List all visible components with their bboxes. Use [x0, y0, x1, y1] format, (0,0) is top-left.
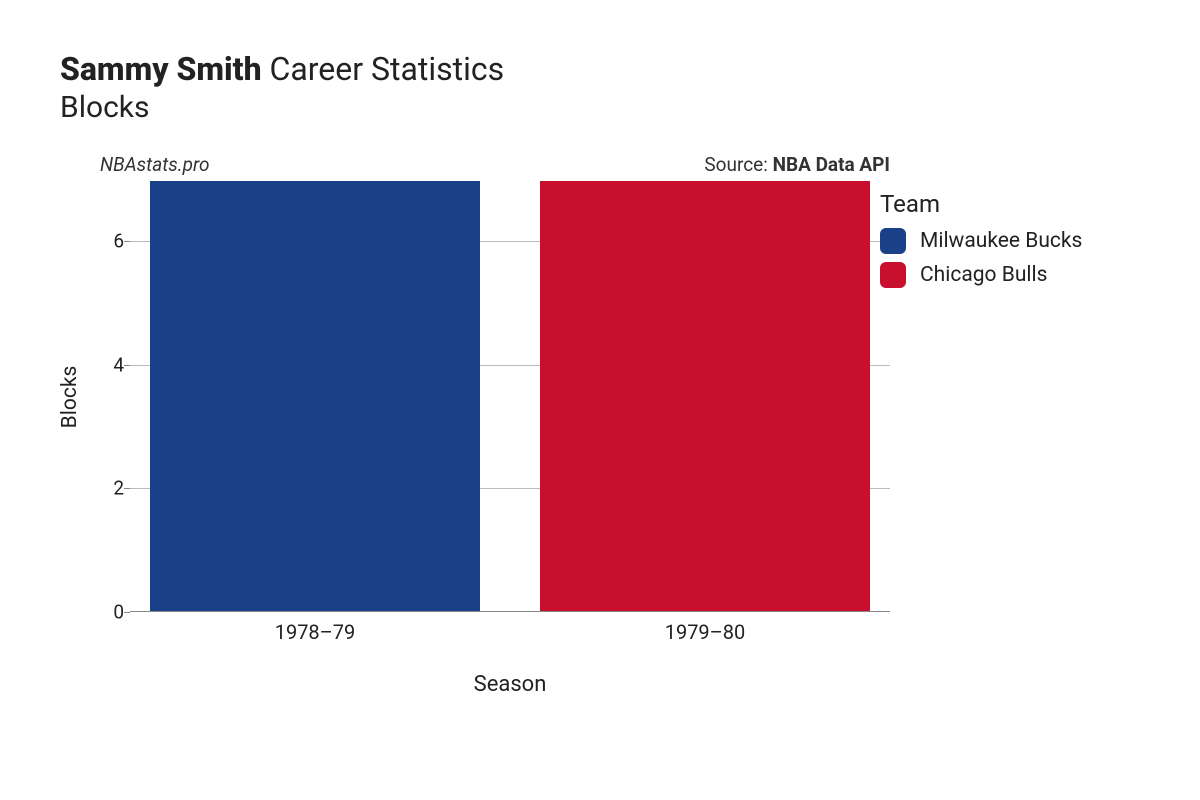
plot-region: 02461978–791979–80 — [130, 182, 890, 612]
chart-area: Blocks 02461978–791979–80 Season — [100, 182, 890, 652]
y-tick-label: 0 — [102, 601, 124, 624]
attribution-row: NBAstats.pro Source: NBA Data API — [100, 153, 890, 176]
y-tick-label: 6 — [102, 229, 124, 252]
x-tick-label: 1978–79 — [275, 620, 356, 644]
y-tick-mark — [124, 488, 130, 489]
x-axis-title: Season — [474, 672, 547, 697]
attribution-site: NBAstats.pro — [100, 153, 210, 176]
y-tick-mark — [124, 241, 130, 242]
title-line-1: Sammy Smith Career Statistics — [60, 50, 1160, 88]
y-tick-mark — [124, 612, 130, 613]
legend-label: Chicago Bulls — [920, 263, 1047, 287]
x-tick-label: 1979–80 — [665, 620, 746, 644]
y-tick-label: 2 — [102, 477, 124, 500]
title-bold: Sammy Smith — [60, 50, 262, 88]
legend-swatch — [880, 262, 906, 288]
attribution-source: Source: NBA Data API — [704, 153, 890, 176]
legend: Team Milwaukee Bucks Chicago Bulls — [880, 190, 1082, 296]
chart-container: Sammy Smith Career Statistics Blocks NBA… — [0, 0, 1200, 800]
bar — [540, 181, 870, 611]
y-tick-mark — [124, 365, 130, 366]
title-subtitle: Blocks — [60, 90, 1160, 125]
bar — [150, 181, 480, 611]
attribution-source-prefix: Source: — [704, 153, 772, 176]
legend-swatch — [880, 228, 906, 254]
title-normal: Career Statistics — [262, 50, 505, 88]
legend-item: Chicago Bulls — [880, 262, 1082, 288]
title-block: Sammy Smith Career Statistics Blocks — [60, 50, 1160, 125]
attribution-source-name: NBA Data API — [773, 153, 890, 176]
y-axis-title: Blocks — [58, 366, 82, 429]
legend-item: Milwaukee Bucks — [880, 228, 1082, 254]
legend-title: Team — [880, 190, 1082, 218]
y-tick-label: 4 — [102, 353, 124, 376]
legend-label: Milwaukee Bucks — [920, 229, 1082, 253]
